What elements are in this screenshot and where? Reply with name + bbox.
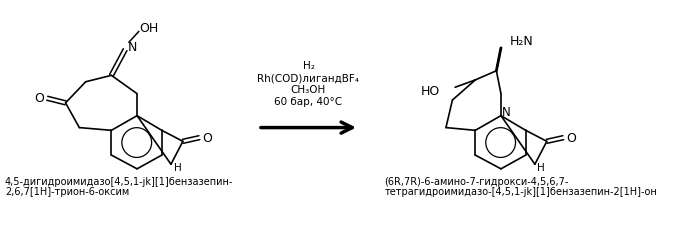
Text: O: O [34,91,44,104]
Text: H: H [174,162,181,172]
Text: O: O [567,132,577,144]
Text: H₂N: H₂N [510,35,534,48]
Text: (6R,7R)-6-амино-7-гидрокси-4,5,6,7-: (6R,7R)-6-амино-7-гидрокси-4,5,6,7- [385,176,569,187]
Text: 4,5-дигидроимидазо[4,5,1-jk][1]бензазепин-: 4,5-дигидроимидазо[4,5,1-jk][1]бензазепи… [5,176,233,187]
Text: тетрагидроимидазо-[4,5,1-jk][1]бензазепин-2[1H]-он: тетрагидроимидазо-[4,5,1-jk][1]бензазепи… [385,187,658,196]
Text: 60 бар, 40°C: 60 бар, 40°C [274,97,343,106]
Text: CH₃OH: CH₃OH [291,85,326,95]
Text: N: N [502,106,511,119]
Text: N: N [128,41,137,54]
Text: HO: HO [420,84,440,97]
Text: H: H [537,162,545,172]
Text: OH: OH [140,22,158,35]
Text: O: O [202,132,213,144]
Text: 2,6,7[1H]-трион-6-оксим: 2,6,7[1H]-трион-6-оксим [5,187,129,196]
Text: Rh(COD)лигандBF₄: Rh(COD)лигандBF₄ [258,73,359,83]
Text: H₂: H₂ [302,61,314,71]
